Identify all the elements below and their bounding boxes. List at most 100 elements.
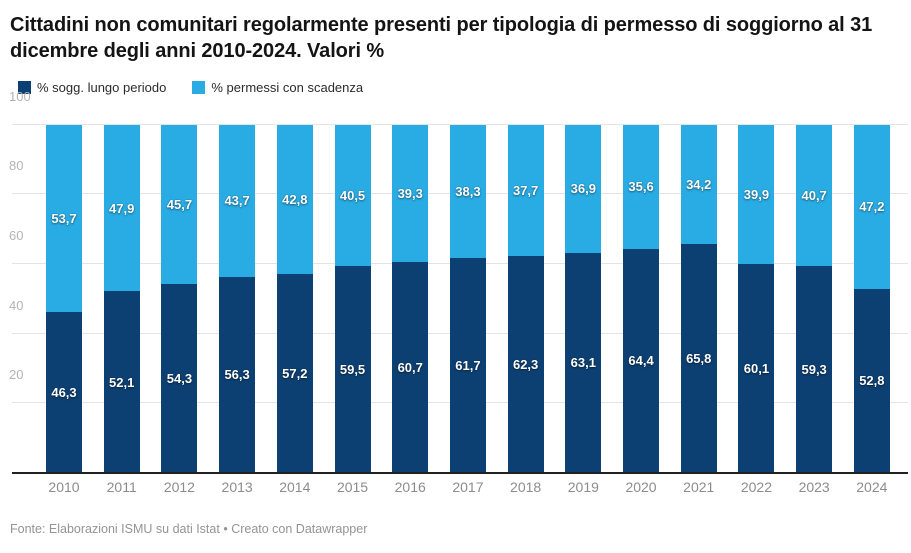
y-tick-label: 60 <box>9 227 24 243</box>
bar-segment-con-scadenza[interactable]: 40,5 <box>334 124 371 266</box>
x-tick-label: 2022 <box>740 478 773 495</box>
datawrapper-attribution-link[interactable]: Creato con Datawrapper <box>231 521 368 536</box>
bar-segment-lungo-periodo[interactable]: 59,5 <box>334 265 371 473</box>
bar-segment-con-scadenza[interactable]: 47,2 <box>853 124 890 290</box>
x-tick-label: 2023 <box>798 478 830 495</box>
value-label: 46,3 <box>51 384 77 400</box>
bar-segment-con-scadenza[interactable]: 38,3 <box>449 124 486 259</box>
bar-segment-lungo-periodo[interactable]: 54,3 <box>161 283 198 473</box>
value-label: 43,7 <box>224 193 250 209</box>
bar-column-2017: 38,3 61,7 <box>449 124 486 473</box>
value-label: 64,4 <box>628 353 654 369</box>
bar-column-2022: 39,9 60,1 <box>738 124 775 473</box>
bar-column-2019: 36,9 63,1 <box>565 124 602 473</box>
bar-segment-con-scadenza[interactable]: 40,7 <box>796 124 833 267</box>
value-label: 47,2 <box>859 199 885 215</box>
value-label: 36,9 <box>570 181 596 197</box>
value-label: 40,5 <box>339 187 366 203</box>
bar-column-2023: 40,7 59,3 <box>796 124 833 473</box>
value-label: 52,8 <box>859 373 885 389</box>
bar-column-2015: 40,5 59,5 <box>334 124 371 473</box>
y-tick-label: 100 <box>9 88 31 104</box>
x-tick-label: 2011 <box>106 478 137 495</box>
bar-column-2021: 34,2 65,8 <box>680 124 717 473</box>
footer-separator: • <box>223 521 228 536</box>
legend-item-lungo-periodo: % sogg. lungo periodo <box>18 80 166 95</box>
x-tick-label: 2015 <box>336 478 369 495</box>
bar-segment-lungo-periodo[interactable]: 52,1 <box>103 291 140 473</box>
plot-area: 20 40 60 80 100 53,7 46,3 47,9 52,1 45,7 54,3 43,7 5… <box>9 89 908 474</box>
y-tick-label: 40 <box>9 297 24 313</box>
x-tick-label: 2018 <box>510 478 542 495</box>
x-tick-label: 2013 <box>221 478 253 495</box>
bar-segment-con-scadenza[interactable]: 35,6 <box>623 124 660 249</box>
value-label: 60,7 <box>397 359 423 375</box>
value-label: 63,1 <box>570 355 596 371</box>
bar-segment-con-scadenza[interactable]: 39,9 <box>738 124 775 264</box>
value-label: 62,3 <box>512 356 539 372</box>
value-label: 56,3 <box>224 367 250 383</box>
bar-segment-con-scadenza[interactable]: 39,3 <box>392 124 429 262</box>
value-label: 35,6 <box>628 179 654 195</box>
bar-series: 53,7 46,3 47,9 52,1 45,7 54,3 43,7 56,3 42,8 57,2… <box>12 124 908 473</box>
bar-segment-lungo-periodo[interactable]: 56,3 <box>219 276 256 473</box>
x-tick-label: 2012 <box>163 478 195 495</box>
footer: Fonte: Elaborazioni ISMU su dati Istat •… <box>10 522 901 536</box>
bar-column-2020: 35,6 64,4 <box>623 124 660 473</box>
bar-segment-con-scadenza[interactable]: 45,7 <box>161 124 198 284</box>
value-label: 52,1 <box>109 374 135 390</box>
legend: % sogg. lungo periodo % permessi con sca… <box>18 80 901 95</box>
value-label: 40,7 <box>801 188 827 204</box>
x-tick-label: 2017 <box>452 478 484 495</box>
bar-column-2018: 37,7 62,3 <box>507 124 544 473</box>
value-label: 42,8 <box>282 191 308 207</box>
value-label: 54,3 <box>166 370 193 386</box>
bar-segment-lungo-periodo[interactable]: 60,7 <box>392 261 429 473</box>
bar-segment-lungo-periodo[interactable]: 65,8 <box>680 243 717 473</box>
value-label: 65,8 <box>686 350 712 366</box>
x-tick-label: 2010 <box>48 478 80 495</box>
bar-segment-lungo-periodo[interactable]: 57,2 <box>276 273 313 473</box>
bar-segment-lungo-periodo[interactable]: 46,3 <box>46 311 82 473</box>
bar-segment-con-scadenza[interactable]: 43,7 <box>219 124 256 277</box>
x-tick-label: 2019 <box>567 478 599 495</box>
bar-segment-lungo-periodo[interactable]: 63,1 <box>565 253 602 473</box>
value-label: 47,9 <box>109 200 135 216</box>
y-tick-label: 80 <box>9 158 24 174</box>
legend-item-con-scadenza: % permessi con scadenza <box>192 80 363 95</box>
x-tick-label: 2021 <box>683 478 715 495</box>
bar-segment-con-scadenza[interactable]: 34,2 <box>680 124 717 244</box>
bar-segment-con-scadenza[interactable]: 42,8 <box>276 124 313 274</box>
value-label: 39,3 <box>397 185 423 201</box>
bar-segment-lungo-periodo[interactable]: 62,3 <box>507 255 544 473</box>
bar-segment-con-scadenza[interactable]: 53,7 <box>46 124 82 312</box>
value-label: 60,1 <box>743 360 770 376</box>
x-tick-label: 2020 <box>625 478 657 495</box>
value-label: 61,7 <box>455 357 481 373</box>
bar-column-2011: 47,9 52,1 <box>103 124 140 473</box>
value-label: 53,7 <box>51 210 77 226</box>
bar-segment-con-scadenza[interactable]: 36,9 <box>565 124 602 254</box>
value-label: 59,5 <box>339 361 366 377</box>
bar-column-2013: 43,7 56,3 <box>219 124 256 473</box>
chart-title: Cittadini non comunitari regolarmente pr… <box>10 14 873 63</box>
bar-segment-lungo-periodo[interactable]: 61,7 <box>449 258 486 473</box>
legend-label: % sogg. lungo periodo <box>37 79 167 95</box>
bar-segment-lungo-periodo[interactable]: 59,3 <box>796 266 833 473</box>
value-label: 38,3 <box>455 183 481 199</box>
bar-segment-lungo-periodo[interactable]: 64,4 <box>623 248 660 473</box>
value-label: 34,2 <box>686 176 712 192</box>
bar-segment-lungo-periodo[interactable]: 60,1 <box>738 263 775 473</box>
bar-segment-lungo-periodo[interactable]: 52,8 <box>853 289 890 473</box>
bar-segment-con-scadenza[interactable]: 47,9 <box>103 124 140 292</box>
bar-column-2012: 45,7 54,3 <box>161 124 198 473</box>
value-label: 57,2 <box>282 365 308 381</box>
x-axis-line <box>12 471 908 474</box>
value-label: 59,3 <box>801 362 827 378</box>
x-tick-label: 2016 <box>394 478 426 495</box>
value-label: 37,7 <box>512 182 539 198</box>
y-tick-label: 20 <box>9 367 24 383</box>
bar-column-2014: 42,8 57,2 <box>276 124 313 473</box>
footer-source: Fonte: Elaborazioni ISMU su dati Istat <box>10 521 220 536</box>
bar-segment-con-scadenza[interactable]: 37,7 <box>507 124 544 256</box>
